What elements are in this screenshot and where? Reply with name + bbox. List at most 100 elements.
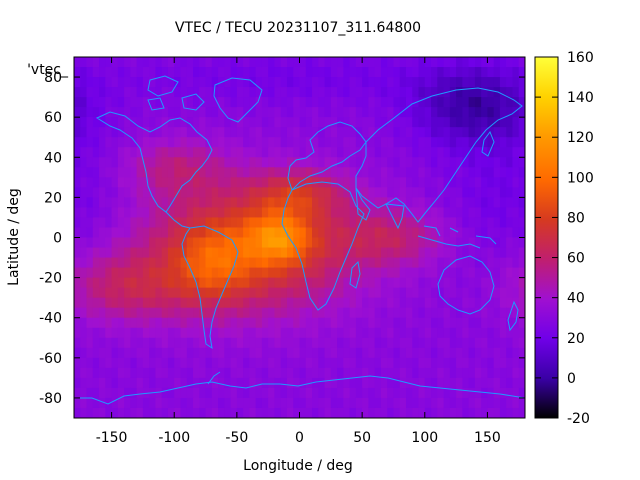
heatmap-cell — [318, 387, 326, 399]
heatmap-cell — [449, 267, 457, 279]
heatmap-cell — [130, 67, 138, 78]
heatmap-cell — [174, 267, 182, 279]
heatmap-cell — [468, 207, 476, 219]
heatmap-cell — [236, 187, 244, 198]
heatmap-cell — [481, 67, 489, 78]
heatmap-cell — [418, 257, 426, 269]
heatmap-cell — [280, 227, 288, 239]
heatmap-cell — [117, 337, 125, 349]
heatmap-cell — [487, 67, 495, 78]
heatmap-cell — [437, 297, 445, 309]
heatmap-cell — [474, 407, 482, 418]
heatmap-cell — [405, 177, 413, 188]
heatmap-cell — [374, 137, 382, 148]
heatmap-cell — [105, 187, 113, 198]
heatmap-cell — [449, 377, 457, 389]
heatmap-cell — [99, 367, 106, 379]
heatmap-cell — [318, 217, 326, 229]
heatmap-cell — [318, 257, 326, 269]
heatmap-cell — [149, 357, 157, 369]
heatmap-cell — [418, 307, 426, 319]
heatmap-cell — [424, 197, 432, 209]
heatmap-cell — [456, 307, 463, 319]
heatmap-cell — [437, 77, 445, 88]
heatmap-cell — [349, 247, 357, 259]
heatmap-cell — [474, 277, 482, 289]
heatmap-cell — [274, 87, 282, 98]
heatmap-cell — [130, 407, 138, 418]
heatmap-cell — [418, 337, 426, 349]
heatmap-cell — [518, 207, 525, 219]
heatmap-cell — [474, 327, 482, 339]
x-tick-label: 150 — [474, 430, 501, 446]
heatmap-cell — [374, 277, 382, 289]
heatmap-cell — [136, 77, 144, 88]
heatmap-cell — [481, 327, 489, 339]
heatmap-cell — [299, 387, 307, 399]
heatmap-cell — [180, 307, 188, 319]
heatmap-cell — [343, 127, 351, 138]
heatmap-cell — [286, 57, 294, 68]
heatmap-cell — [293, 257, 301, 269]
heatmap-cell — [293, 167, 301, 178]
heatmap-cell — [136, 147, 144, 158]
heatmap-cell — [499, 357, 507, 369]
heatmap-cell — [462, 257, 470, 269]
heatmap-cell — [512, 167, 520, 178]
heatmap-cell — [405, 337, 413, 349]
heatmap-cell — [149, 317, 157, 329]
heatmap-cell — [161, 277, 169, 289]
heatmap-cell — [456, 297, 463, 309]
heatmap-cell — [167, 357, 175, 369]
heatmap-cell — [218, 177, 225, 188]
heatmap-cell — [117, 317, 125, 329]
heatmap-cell — [468, 357, 476, 369]
heatmap-cell — [518, 177, 525, 188]
heatmap-cell — [255, 77, 263, 88]
heatmap-cell — [312, 347, 319, 359]
heatmap-cell — [224, 197, 232, 209]
heatmap-cell — [481, 77, 489, 88]
colorbar-tick-label: 40 — [567, 291, 585, 307]
colorbar-tick-label: 140 — [567, 90, 594, 106]
heatmap-cell — [142, 237, 150, 249]
heatmap-cell — [368, 147, 376, 158]
heatmap-cell — [249, 197, 257, 209]
heatmap-cell — [224, 87, 232, 98]
heatmap-cell — [74, 187, 81, 198]
heatmap-cell — [230, 187, 238, 198]
heatmap-cell — [186, 167, 194, 178]
heatmap-cell — [167, 247, 175, 259]
heatmap-cell — [193, 347, 200, 359]
heatmap-cell — [243, 117, 250, 128]
y-tick-label: 60 — [44, 110, 62, 126]
heatmap-cell — [299, 157, 307, 168]
heatmap-cell — [111, 387, 119, 399]
heatmap-cell — [474, 107, 482, 118]
heatmap-cell — [305, 267, 313, 279]
heatmap-cell — [205, 127, 213, 138]
heatmap-cell — [280, 217, 288, 229]
heatmap-cell — [318, 207, 326, 219]
heatmap-cell — [449, 367, 457, 379]
heatmap-cell — [405, 257, 413, 269]
heatmap-cell — [261, 257, 269, 269]
heatmap-cell — [355, 157, 363, 168]
heatmap-cell — [249, 377, 257, 389]
heatmap-cell — [243, 157, 250, 168]
heatmap-cell — [293, 207, 301, 219]
heatmap-cell — [255, 407, 263, 418]
heatmap-cell — [349, 227, 357, 239]
heatmap-cell — [431, 357, 438, 369]
heatmap-cell — [374, 287, 382, 299]
heatmap-cell — [431, 367, 438, 379]
heatmap-cell — [443, 197, 451, 209]
heatmap-cell — [211, 157, 219, 168]
heatmap-cell — [374, 247, 382, 259]
heatmap-cell — [355, 177, 363, 188]
heatmap-cell — [124, 127, 131, 138]
heatmap-cell — [86, 87, 94, 98]
heatmap-cell — [330, 277, 338, 289]
heatmap-cell — [218, 147, 225, 158]
heatmap-cell — [167, 337, 175, 349]
